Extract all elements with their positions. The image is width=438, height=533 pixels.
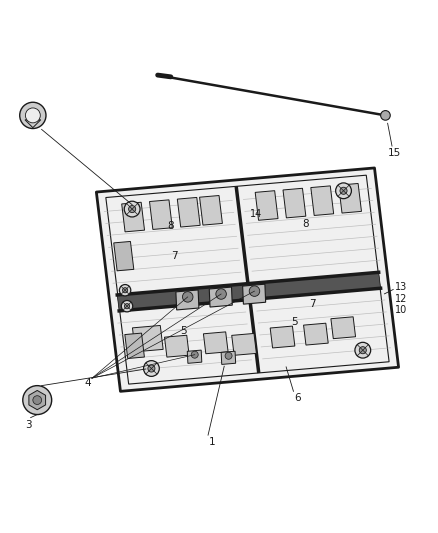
Text: 5: 5 <box>180 327 187 336</box>
Polygon shape <box>96 168 399 391</box>
Polygon shape <box>255 191 278 220</box>
Circle shape <box>148 365 155 372</box>
Circle shape <box>225 352 232 359</box>
Text: 7: 7 <box>309 299 316 309</box>
Circle shape <box>355 342 371 358</box>
Polygon shape <box>203 332 228 354</box>
Polygon shape <box>232 334 256 356</box>
Polygon shape <box>165 335 189 357</box>
Text: 5: 5 <box>291 317 298 327</box>
Polygon shape <box>243 284 266 304</box>
Text: 7: 7 <box>171 251 178 261</box>
Polygon shape <box>331 317 356 338</box>
Circle shape <box>129 206 136 213</box>
Polygon shape <box>25 120 41 128</box>
Circle shape <box>216 289 226 299</box>
Polygon shape <box>304 323 328 345</box>
Circle shape <box>359 346 366 354</box>
Text: 8: 8 <box>302 219 309 229</box>
Polygon shape <box>311 186 334 215</box>
Circle shape <box>120 285 131 296</box>
Text: 3: 3 <box>25 420 32 430</box>
Polygon shape <box>122 202 145 232</box>
Text: 14: 14 <box>251 209 262 220</box>
Text: 1: 1 <box>209 437 216 447</box>
Circle shape <box>121 301 133 312</box>
Polygon shape <box>283 188 306 218</box>
Polygon shape <box>270 326 295 348</box>
Polygon shape <box>176 290 199 310</box>
Polygon shape <box>209 287 232 307</box>
Polygon shape <box>221 351 236 365</box>
Polygon shape <box>339 183 361 213</box>
Circle shape <box>123 288 127 293</box>
Text: 13: 13 <box>396 282 408 292</box>
Text: 15: 15 <box>388 148 401 158</box>
Circle shape <box>25 108 40 123</box>
Circle shape <box>33 395 42 405</box>
Polygon shape <box>29 391 46 410</box>
Text: 8: 8 <box>167 221 174 231</box>
Polygon shape <box>177 197 200 227</box>
Polygon shape <box>149 200 172 229</box>
Circle shape <box>183 292 193 302</box>
Polygon shape <box>117 272 381 311</box>
Circle shape <box>124 304 130 309</box>
Polygon shape <box>114 241 134 271</box>
Circle shape <box>336 183 351 199</box>
Circle shape <box>381 110 390 120</box>
Text: 12: 12 <box>396 294 408 304</box>
Polygon shape <box>187 350 202 364</box>
Text: 4: 4 <box>84 377 91 387</box>
Circle shape <box>144 361 159 376</box>
Circle shape <box>191 351 198 358</box>
Text: 6: 6 <box>294 393 301 403</box>
Circle shape <box>23 386 52 415</box>
Circle shape <box>340 187 347 195</box>
Text: 10: 10 <box>396 305 408 316</box>
Polygon shape <box>200 196 223 225</box>
Circle shape <box>124 201 140 217</box>
Circle shape <box>20 102 46 128</box>
Polygon shape <box>125 333 145 359</box>
Circle shape <box>249 286 260 296</box>
Polygon shape <box>132 326 163 352</box>
